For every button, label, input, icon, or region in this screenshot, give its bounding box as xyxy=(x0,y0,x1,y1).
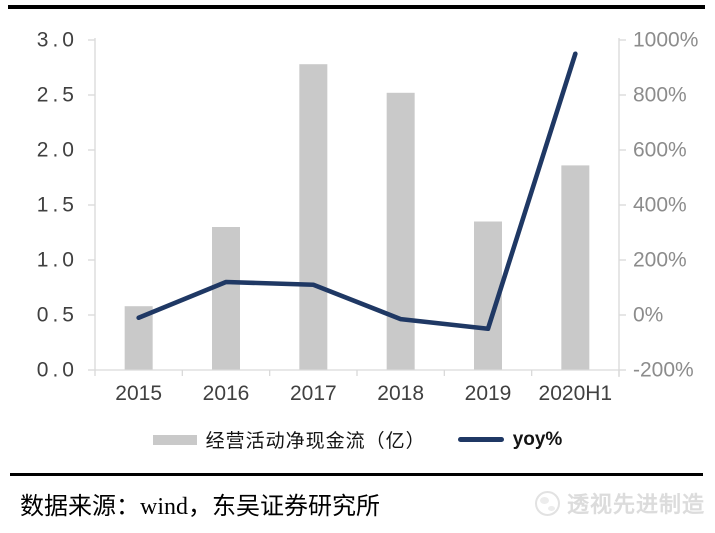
right-axis-tick-label: 800% xyxy=(633,84,687,107)
right-axis-tick-label: 600% xyxy=(633,139,687,162)
right-axis-tick-label: 1000% xyxy=(633,29,698,52)
watermark-logo-icon xyxy=(534,490,560,516)
footer-divider xyxy=(10,473,703,476)
legend-bar-label: 经营活动净现金流（亿） xyxy=(205,431,426,452)
x-axis-label-2020H1: 2020H1 xyxy=(539,382,613,405)
left-axis-tick-label: 1.0 xyxy=(37,249,78,272)
left-axis-tick-label: 0.5 xyxy=(37,304,78,327)
chart-legend: 经营活动净现金流（亿） yoy% xyxy=(0,426,715,453)
legend-item-yoy: yoy% xyxy=(457,428,563,451)
footer: 数据来源：wind，东吴证券研究所 透视先进制造 xyxy=(0,479,715,527)
legend-item-cashflow: 经营活动净现金流（亿） xyxy=(152,426,426,453)
bar-2016 xyxy=(212,227,240,370)
legend-bar-swatch-icon xyxy=(152,434,197,445)
bar-2020H1 xyxy=(561,165,590,370)
x-axis-label-2017: 2017 xyxy=(290,382,337,405)
bar-2017 xyxy=(299,64,328,370)
x-axis-label-2015: 2015 xyxy=(115,382,162,405)
right-axis-tick-label: 400% xyxy=(633,194,687,217)
right-axis-tick-label: -200% xyxy=(633,359,694,382)
x-axis-label-2016: 2016 xyxy=(203,382,250,405)
x-axis-label-2019: 2019 xyxy=(465,382,512,405)
right-axis-tick-label: 200% xyxy=(633,249,687,272)
combo-chart: 3.0 2.5 2.0 1.5 1.0 0.5 0.0 1000% 800% 600% 400% 20… xyxy=(37,29,699,406)
data-source-text: 数据来源：wind，东吴证券研究所 xyxy=(20,493,380,520)
top-divider xyxy=(8,5,705,9)
legend-line-swatch-icon xyxy=(457,437,504,442)
right-axis-tick-label: 0% xyxy=(633,304,663,327)
x-axis-label-2018: 2018 xyxy=(377,382,424,405)
left-axis-tick-label: 2.0 xyxy=(37,139,78,162)
left-axis-tick-label: 3.0 xyxy=(37,29,78,52)
yoy-line xyxy=(136,51,578,332)
left-axis-tick-label: 2.5 xyxy=(37,84,78,107)
legend-line-label: yoy% xyxy=(512,428,563,450)
left-axis-tick-label: 1.5 xyxy=(37,194,78,217)
bar-2018 xyxy=(386,92,415,371)
watermark-text: 透视先进制造 xyxy=(566,492,705,517)
left-axis-tick-label: 0.0 xyxy=(37,359,78,382)
watermark: 透视先进制造 xyxy=(534,487,705,519)
